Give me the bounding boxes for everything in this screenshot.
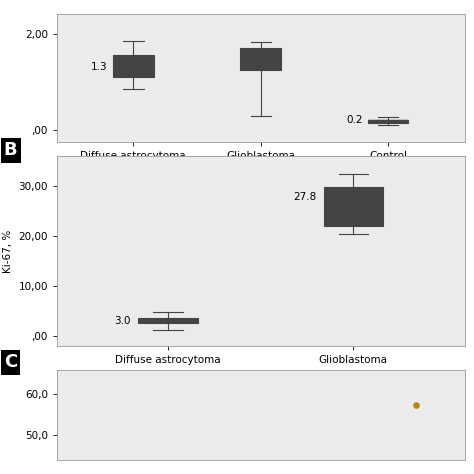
Text: 3.0: 3.0 (115, 316, 131, 326)
Text: 0.2: 0.2 (346, 116, 363, 126)
Point (412, 401, 419, 408)
PathPatch shape (240, 48, 281, 70)
PathPatch shape (368, 119, 409, 123)
PathPatch shape (138, 318, 198, 323)
PathPatch shape (324, 187, 383, 226)
Y-axis label: Ki-67, %: Ki-67, % (3, 229, 13, 273)
Text: C: C (4, 353, 17, 371)
Text: 27.8: 27.8 (293, 192, 316, 202)
Text: 1.3: 1.3 (91, 63, 108, 73)
Text: B: B (4, 141, 18, 159)
PathPatch shape (113, 55, 154, 77)
